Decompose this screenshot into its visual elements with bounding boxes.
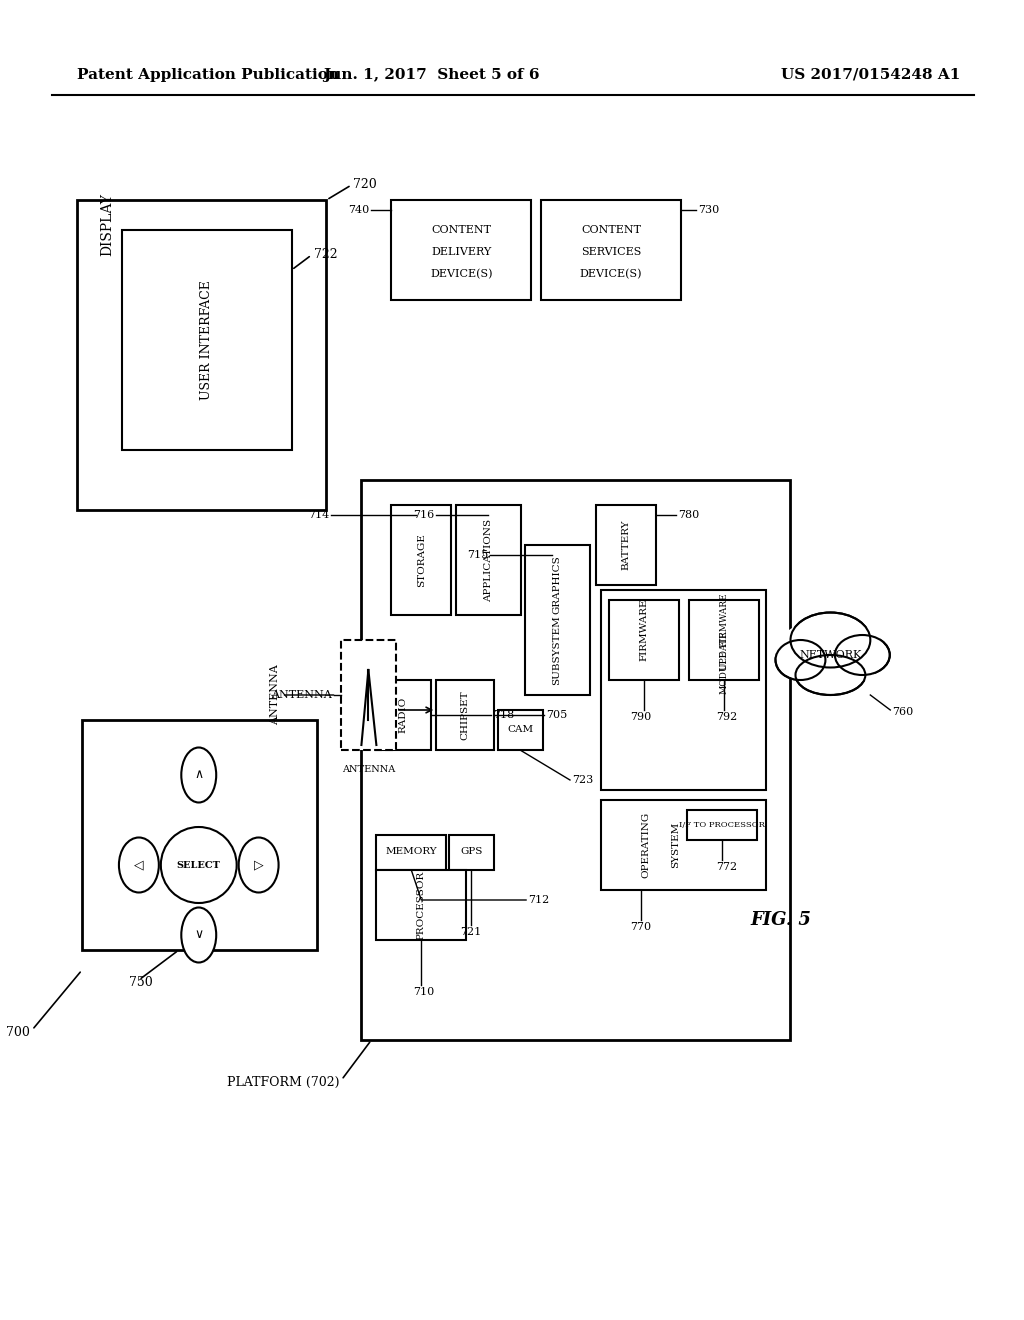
Text: PROCESSOR: PROCESSOR bbox=[417, 870, 426, 940]
Text: DEVICE(S): DEVICE(S) bbox=[580, 269, 642, 279]
Ellipse shape bbox=[775, 618, 886, 688]
FancyBboxPatch shape bbox=[77, 201, 327, 510]
Text: 715: 715 bbox=[467, 550, 488, 560]
Text: CAM: CAM bbox=[507, 726, 534, 734]
Text: 772: 772 bbox=[716, 862, 737, 873]
Text: DEVICE(S): DEVICE(S) bbox=[430, 269, 493, 279]
FancyBboxPatch shape bbox=[457, 506, 521, 615]
FancyBboxPatch shape bbox=[687, 810, 757, 840]
Text: SELECT: SELECT bbox=[177, 861, 221, 870]
Text: SUBSYSTEM: SUBSYSTEM bbox=[553, 615, 561, 685]
Text: 712: 712 bbox=[528, 895, 549, 906]
Text: DELIVERY: DELIVERY bbox=[431, 247, 492, 257]
Text: CONTENT: CONTENT bbox=[431, 224, 492, 235]
Text: 714: 714 bbox=[308, 510, 330, 520]
Text: 792: 792 bbox=[716, 711, 737, 722]
Text: 770: 770 bbox=[630, 921, 651, 932]
Circle shape bbox=[161, 828, 237, 903]
Ellipse shape bbox=[775, 640, 825, 680]
Text: 730: 730 bbox=[697, 205, 719, 215]
FancyBboxPatch shape bbox=[436, 680, 495, 750]
Text: SYSTEM: SYSTEM bbox=[672, 822, 680, 869]
Text: GPS: GPS bbox=[460, 847, 482, 857]
Text: GRAPHICS: GRAPHICS bbox=[553, 556, 561, 614]
Text: 720: 720 bbox=[353, 178, 377, 191]
Text: CHIPSET: CHIPSET bbox=[461, 690, 470, 739]
Text: OPERATING: OPERATING bbox=[641, 812, 650, 878]
Text: 716: 716 bbox=[413, 510, 434, 520]
FancyBboxPatch shape bbox=[341, 640, 396, 750]
FancyBboxPatch shape bbox=[391, 201, 531, 300]
Text: MODULE: MODULE bbox=[719, 649, 728, 694]
FancyBboxPatch shape bbox=[498, 710, 543, 750]
Text: BATTERY: BATTERY bbox=[622, 520, 631, 570]
FancyBboxPatch shape bbox=[377, 870, 466, 940]
Ellipse shape bbox=[791, 612, 870, 668]
Ellipse shape bbox=[181, 908, 216, 962]
Text: FIG. 5: FIG. 5 bbox=[751, 911, 811, 929]
Text: FIRMWARE: FIRMWARE bbox=[639, 599, 648, 661]
Text: NETWORK: NETWORK bbox=[799, 649, 861, 660]
Ellipse shape bbox=[181, 747, 216, 803]
Text: ANTENNA: ANTENNA bbox=[270, 690, 332, 700]
FancyBboxPatch shape bbox=[601, 800, 766, 890]
Text: 710: 710 bbox=[413, 987, 434, 997]
FancyBboxPatch shape bbox=[122, 230, 292, 450]
Text: Patent Application Publication: Patent Application Publication bbox=[77, 69, 339, 82]
Ellipse shape bbox=[835, 635, 890, 675]
Text: ANTENNA: ANTENNA bbox=[342, 766, 395, 775]
Text: 722: 722 bbox=[313, 248, 337, 261]
FancyBboxPatch shape bbox=[82, 719, 316, 950]
Text: ∧: ∧ bbox=[195, 768, 204, 781]
Text: MEMORY: MEMORY bbox=[385, 847, 437, 857]
Ellipse shape bbox=[119, 837, 159, 892]
FancyBboxPatch shape bbox=[596, 506, 655, 585]
Text: PLATFORM (702): PLATFORM (702) bbox=[227, 1076, 340, 1089]
FancyBboxPatch shape bbox=[525, 545, 590, 696]
Ellipse shape bbox=[239, 837, 279, 892]
Text: SERVICES: SERVICES bbox=[581, 247, 641, 257]
FancyBboxPatch shape bbox=[541, 201, 681, 300]
Text: I/F TO PROCESSOR: I/F TO PROCESSOR bbox=[679, 821, 765, 829]
Text: 790: 790 bbox=[630, 711, 651, 722]
FancyBboxPatch shape bbox=[601, 590, 766, 789]
Text: ◁: ◁ bbox=[134, 858, 143, 871]
FancyBboxPatch shape bbox=[361, 480, 791, 1040]
Text: FIRMWARE: FIRMWARE bbox=[719, 593, 728, 647]
Ellipse shape bbox=[796, 655, 865, 696]
Text: DISPLAY: DISPLAY bbox=[100, 194, 114, 256]
FancyBboxPatch shape bbox=[377, 680, 431, 750]
FancyBboxPatch shape bbox=[609, 601, 679, 680]
FancyBboxPatch shape bbox=[377, 836, 446, 870]
FancyBboxPatch shape bbox=[689, 601, 759, 680]
Text: 760: 760 bbox=[892, 708, 913, 717]
Text: Jun. 1, 2017  Sheet 5 of 6: Jun. 1, 2017 Sheet 5 of 6 bbox=[323, 69, 540, 82]
FancyBboxPatch shape bbox=[450, 836, 495, 870]
Text: 705: 705 bbox=[546, 710, 567, 719]
Text: ANTENNA: ANTENNA bbox=[269, 665, 280, 726]
Text: ∨: ∨ bbox=[195, 928, 204, 941]
Text: STORAGE: STORAGE bbox=[417, 533, 426, 587]
FancyBboxPatch shape bbox=[391, 506, 452, 615]
Text: 721: 721 bbox=[461, 927, 482, 937]
Text: US 2017/0154248 A1: US 2017/0154248 A1 bbox=[780, 69, 961, 82]
Text: USER INTERFACE: USER INTERFACE bbox=[201, 280, 213, 400]
Text: UPDATE: UPDATE bbox=[719, 630, 728, 669]
Text: CONTENT: CONTENT bbox=[581, 224, 641, 235]
Text: ▷: ▷ bbox=[254, 858, 263, 871]
Text: RADIO: RADIO bbox=[398, 697, 408, 733]
Text: 780: 780 bbox=[678, 510, 699, 520]
Text: APPLICATIONS: APPLICATIONS bbox=[483, 519, 493, 602]
Text: 718: 718 bbox=[494, 710, 514, 719]
Text: 700: 700 bbox=[6, 1026, 30, 1039]
Text: 723: 723 bbox=[572, 775, 593, 785]
Text: 740: 740 bbox=[348, 205, 370, 215]
Text: 750: 750 bbox=[129, 975, 153, 989]
